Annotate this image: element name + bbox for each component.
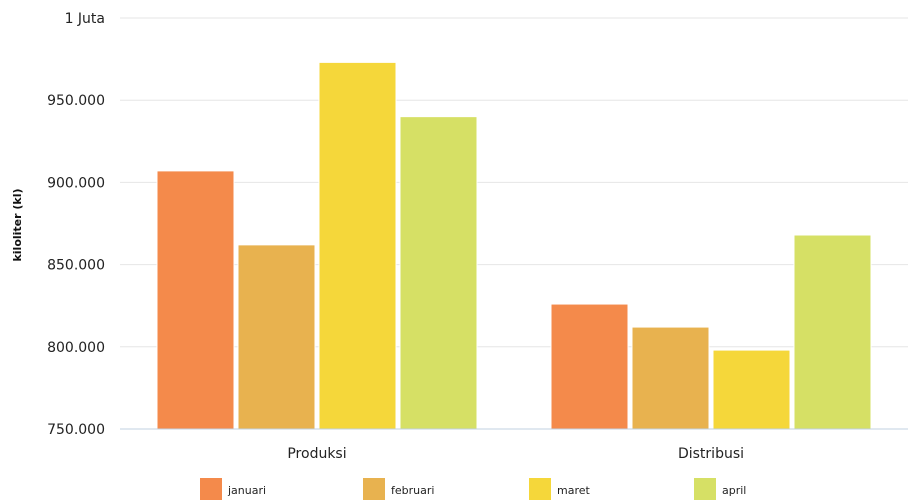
bar-maret-distribusi[interactable]	[712, 349, 791, 430]
legend-swatch	[694, 478, 716, 500]
bar-februari-distribusi[interactable]	[631, 326, 710, 430]
bar-januari-produksi[interactable]	[156, 170, 235, 430]
legend-swatch	[200, 478, 222, 500]
legend-item-januari[interactable]: januari	[200, 478, 266, 500]
legend-swatch	[363, 478, 385, 500]
bar-april-produksi[interactable]	[399, 116, 478, 430]
legend: januari februari maret april	[200, 478, 746, 500]
y-tick-label: 800.000	[47, 340, 105, 356]
bar-februari-produksi[interactable]	[237, 244, 316, 430]
legend-label: april	[722, 484, 746, 497]
y-axis-title: kiloliter (kl)	[11, 188, 24, 261]
y-tick-label: 750.000	[47, 422, 105, 438]
x-category-label: Produksi	[287, 446, 346, 462]
bar-april-distribusi[interactable]	[793, 234, 872, 430]
legend-item-april[interactable]: april	[694, 478, 746, 500]
y-tick-label: 850.000	[47, 258, 105, 274]
legend-label: januari	[227, 484, 266, 497]
bar-januari-distribusi[interactable]	[550, 303, 629, 430]
x-category-label: Distribusi	[678, 446, 744, 462]
legend-item-februari[interactable]: februari	[363, 478, 434, 500]
legend-item-maret[interactable]: maret	[529, 478, 591, 500]
legend-swatch	[529, 478, 551, 500]
bars-layer	[156, 61, 872, 430]
category-labels: Produksi Distribusi	[287, 446, 744, 462]
legend-label: maret	[557, 484, 591, 497]
y-tick-label: 950.000	[47, 93, 105, 109]
y-tick-label: 900.000	[47, 175, 105, 191]
y-tick-label: 1 Juta	[65, 11, 105, 27]
legend-label: februari	[391, 484, 434, 497]
bar-maret-produksi[interactable]	[318, 61, 397, 430]
y-axis-ticks: 750.000 800.000 850.000 900.000 950.000 1 Jut…	[47, 11, 105, 438]
